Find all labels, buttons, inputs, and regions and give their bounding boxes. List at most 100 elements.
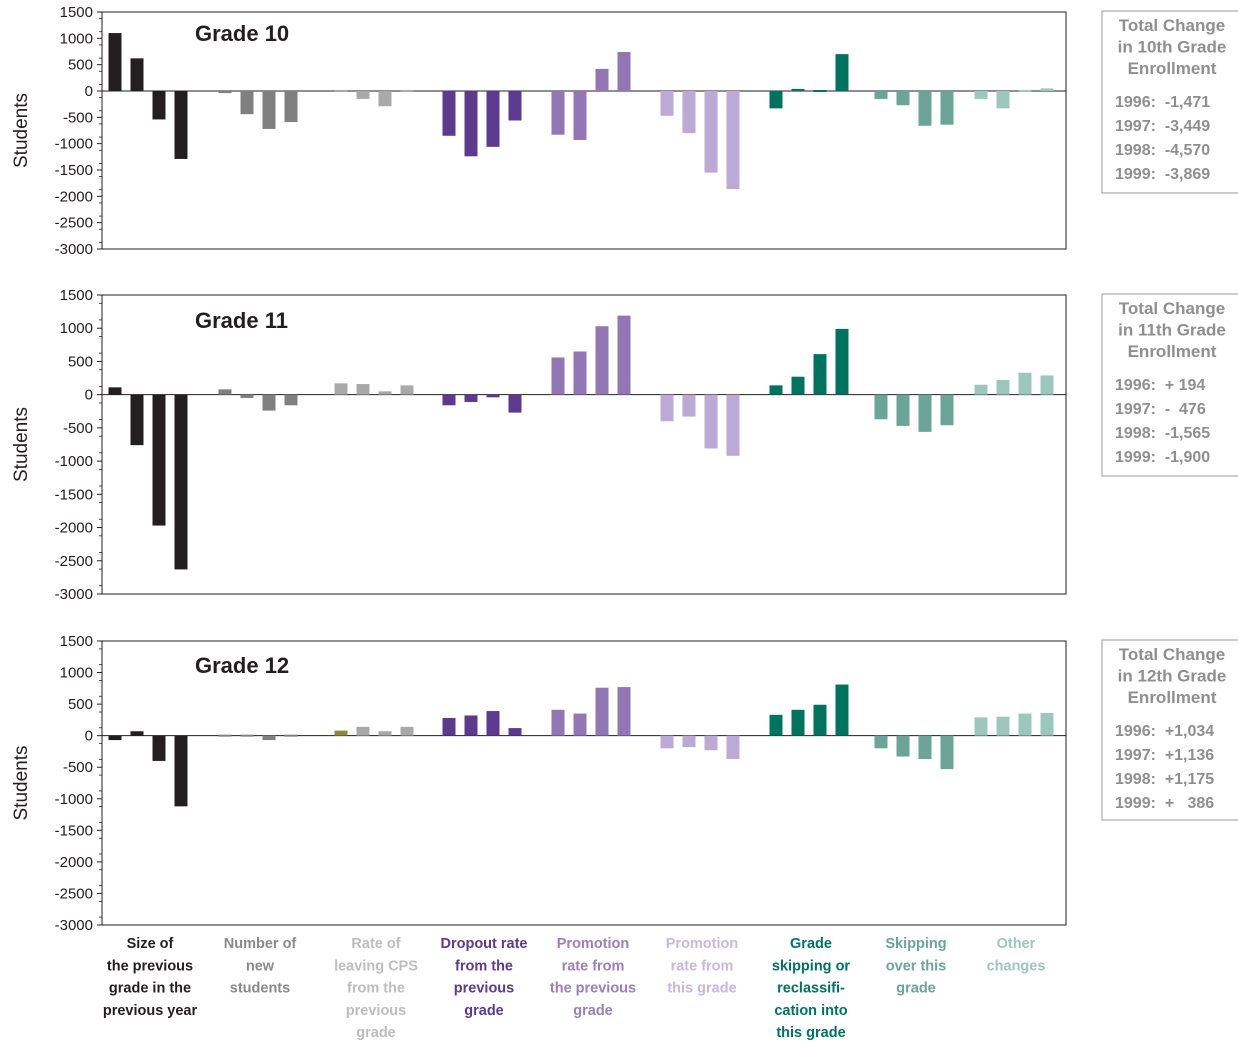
summary-value-line: 1996: + 194 xyxy=(1115,377,1205,394)
y-tick-label: -2500 xyxy=(55,215,93,232)
y-tick-label: 1500 xyxy=(60,287,93,304)
y-tick-label: -500 xyxy=(63,420,93,437)
bar-3-1999 xyxy=(400,726,414,736)
category-label-line: changes xyxy=(987,958,1046,974)
category-label-line: leaving CPS xyxy=(334,958,418,974)
bar-3-1996 xyxy=(334,383,348,395)
bar-2-1996 xyxy=(218,734,232,737)
category-label-line: Dropout rate xyxy=(441,936,528,952)
summary-value-line: 1997: -3,449 xyxy=(1115,118,1210,135)
bar-9-1996 xyxy=(974,91,988,99)
bar-2-1999 xyxy=(284,394,298,406)
category-label-line: grade xyxy=(356,1025,396,1041)
y-tick-label: -500 xyxy=(63,759,93,776)
category-label-line: grade in the xyxy=(109,981,191,997)
y-tick-label: 1000 xyxy=(60,30,93,47)
category-label-line: new xyxy=(246,958,275,974)
bar-9-1997 xyxy=(996,380,1010,395)
bar-6-1998 xyxy=(704,735,718,751)
bar-4-1999 xyxy=(508,91,522,121)
category-label-9: Other changes xyxy=(987,936,1046,974)
bar-5-1998 xyxy=(595,68,609,91)
summary-title-line: Enrollment xyxy=(1128,688,1217,707)
bar-8-1996 xyxy=(874,394,888,420)
y-tick-label: -2500 xyxy=(55,885,93,902)
y-axis-label: Students xyxy=(11,407,32,482)
bar-2-1996 xyxy=(218,389,232,395)
category-label-line: over this xyxy=(886,958,946,974)
bar-7-1999 xyxy=(835,328,849,395)
category-label-line: rate from xyxy=(562,958,625,974)
y-tick-label: -3000 xyxy=(55,586,93,603)
bar-9-1998 xyxy=(1018,90,1032,92)
y-tick-label: -1500 xyxy=(55,822,93,839)
bar-4-1996 xyxy=(442,91,456,136)
bar-4-1998 xyxy=(486,711,500,736)
bar-8-1998 xyxy=(918,91,932,126)
summary-value-line: 1998: +1,175 xyxy=(1115,771,1214,788)
category-label-5: Promotion rate from the previous grade xyxy=(550,936,636,1019)
bar-3-1997 xyxy=(356,91,370,99)
category-label-line: rate from xyxy=(671,958,734,974)
bar-3-1999 xyxy=(400,385,414,395)
bar-6-1996 xyxy=(660,91,674,116)
bar-8-1998 xyxy=(918,394,932,432)
total-change-box: Total Change in 10th Grade Enrollment 1996:… xyxy=(1101,10,1238,194)
y-tick-label: 500 xyxy=(68,696,93,713)
bar-9-1996 xyxy=(974,384,988,395)
bar-7-1996 xyxy=(769,91,783,109)
panel-grade-11: 1500 1000 500 0 -500 -1000 -1500 -2000 -2500 -300… xyxy=(11,287,1238,603)
bar-8-1996 xyxy=(874,735,888,749)
summary-title-line: in 11th Grade xyxy=(1118,321,1226,340)
category-label-line: from the xyxy=(455,958,513,974)
summary-title-line: Total Change xyxy=(1119,299,1225,318)
category-label-line: Size of xyxy=(127,936,174,952)
bar-7-1996 xyxy=(769,714,783,736)
bar-2-1999 xyxy=(284,91,298,123)
bar-6-1996 xyxy=(660,735,674,749)
bar-7-1999 xyxy=(835,684,849,736)
bar-2-1998 xyxy=(262,394,276,411)
bar-6-1999 xyxy=(726,394,740,456)
bar-6-1998 xyxy=(704,91,718,173)
bar-9-1999 xyxy=(1040,712,1054,736)
category-label-line: Other xyxy=(997,936,1036,952)
bar-8-1999 xyxy=(940,91,954,125)
bar-7-1997 xyxy=(791,376,805,395)
plot-frame xyxy=(101,11,1067,250)
chart-panels: 1500 1000 500 0 -500 -1000 -1500 -2000 -2500 -300… xyxy=(11,4,1238,934)
y-tick-label: 0 xyxy=(85,387,93,404)
bar-3-1998 xyxy=(378,731,392,736)
bar-2-1997 xyxy=(240,91,254,115)
bar-7-1996 xyxy=(769,385,783,395)
summary-title-line: in 10th Grade xyxy=(1118,38,1227,57)
category-label-line: grade xyxy=(464,1003,504,1019)
bar-9-1998 xyxy=(1018,372,1032,395)
category-label-line: cation into xyxy=(774,1003,847,1019)
bar-3-1998 xyxy=(378,391,392,395)
bar-1-1999 xyxy=(174,735,188,807)
bar-3-1998 xyxy=(378,91,392,107)
bar-7-1998 xyxy=(813,90,827,92)
category-label-line: skipping or xyxy=(772,958,851,974)
bar-4-1999 xyxy=(508,394,522,413)
bar-6-1999 xyxy=(726,91,740,189)
bar-1-1998 xyxy=(152,735,166,761)
y-tick-label: 500 xyxy=(68,353,93,370)
bar-5-1999 xyxy=(617,52,631,91)
category-label-2: Number of new students xyxy=(224,936,297,997)
category-label-line: Promotion xyxy=(557,936,630,952)
bar-1-1997 xyxy=(130,394,144,446)
summary-title-line: Enrollment xyxy=(1128,59,1217,78)
bar-4-1998 xyxy=(486,394,500,398)
summary-title-line: Total Change xyxy=(1119,645,1225,664)
y-tick-label: -500 xyxy=(63,109,93,126)
bar-2-1997 xyxy=(240,394,254,398)
bar-9-1997 xyxy=(996,716,1010,736)
category-label-line: the previous xyxy=(107,958,193,974)
bar-5-1998 xyxy=(595,326,609,395)
bar-6-1996 xyxy=(660,394,674,422)
y-tick-label: -2000 xyxy=(55,854,93,871)
bar-3-1997 xyxy=(356,384,370,395)
